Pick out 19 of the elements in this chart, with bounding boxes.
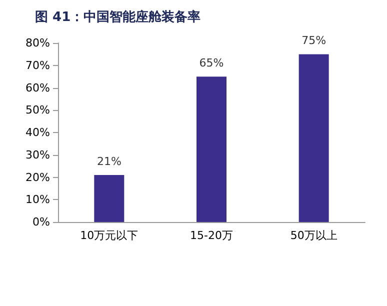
bar bbox=[298, 54, 329, 222]
chart-title: 图 41：中国智能座舱装备率 bbox=[35, 9, 201, 25]
bar bbox=[94, 175, 124, 222]
data-label: 21% bbox=[96, 155, 122, 168]
x-tick-label: 10万元以下 bbox=[80, 229, 138, 242]
y-tick-label: 10% bbox=[26, 193, 50, 206]
y-tick-label: 0% bbox=[32, 216, 50, 228]
data-label: 75% bbox=[302, 34, 326, 48]
y-tick-label: 80% bbox=[26, 36, 50, 50]
y-tick-label: 20% bbox=[26, 170, 50, 184]
bar bbox=[196, 76, 226, 222]
y-tick-label: 70% bbox=[26, 58, 50, 72]
data-label: 65% bbox=[199, 56, 224, 70]
x-tick-label: 15-20万 bbox=[190, 229, 233, 242]
y-tick-label: 40% bbox=[26, 126, 50, 139]
y-tick-label: 60% bbox=[26, 81, 50, 94]
y-tick-label: 50% bbox=[26, 104, 50, 117]
x-tick-label: 50万以上 bbox=[290, 229, 338, 242]
y-tick-label: 30% bbox=[26, 148, 50, 162]
